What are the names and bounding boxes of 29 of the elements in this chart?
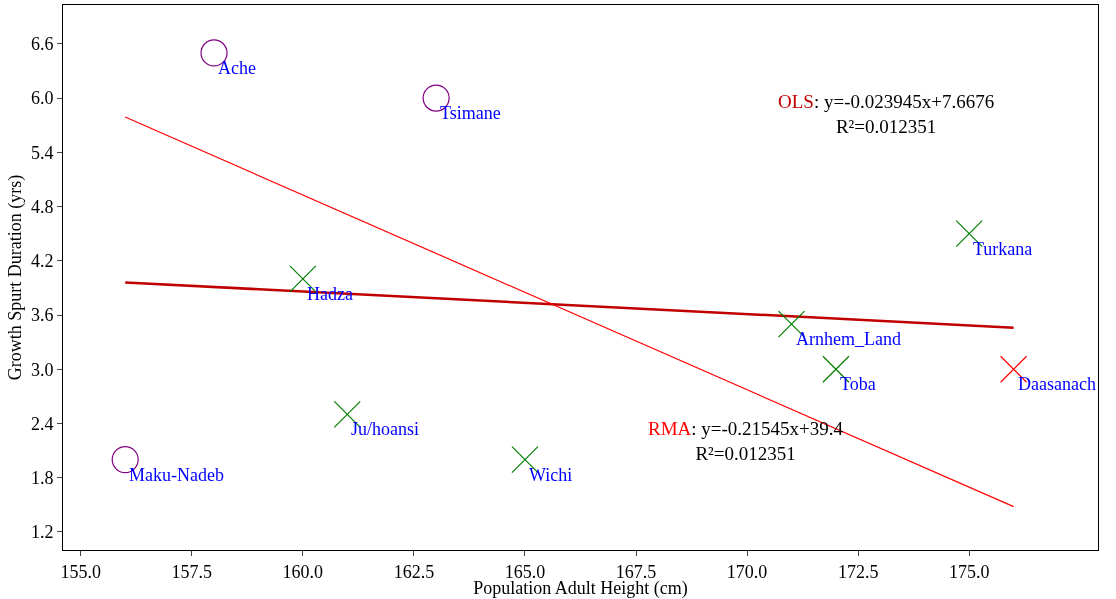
annotation: Wichi	[529, 465, 573, 485]
annotation: Tsimane	[440, 103, 501, 123]
y-tick-label: 4.8	[30, 196, 54, 217]
x-tick-label: 160.0	[282, 561, 324, 582]
annotation: Turkana	[973, 239, 1033, 259]
y-tick-label: 3.0	[30, 359, 54, 380]
x-tick-label: 155.0	[60, 561, 102, 582]
y-axis-title: Growth Spurt Duration (yrs)	[5, 174, 27, 381]
text: OLS	[778, 91, 814, 112]
y-tick-label: 6.6	[30, 34, 54, 55]
x-tick-label: 172.5	[837, 561, 879, 582]
annotation: Ache	[218, 58, 256, 78]
annotation: Arnhem_Land	[796, 329, 901, 349]
x-tick-label: 162.5	[393, 561, 435, 582]
text: RMA	[648, 418, 692, 439]
annotation: Daasanach	[1018, 374, 1096, 394]
annotation: Maku-Nadeb	[129, 465, 224, 485]
y-tick-label: 4.2	[30, 251, 54, 272]
y-tick-label: 5.4	[30, 142, 54, 163]
y-tick-label: 6.0	[30, 88, 54, 109]
y-tick-label: 1.2	[30, 522, 54, 543]
y-tick-label: 1.8	[30, 467, 54, 488]
annotation: Ju/hoansi	[351, 419, 420, 439]
annotation: Toba	[840, 374, 876, 394]
x-tick-label: 157.5	[171, 561, 213, 582]
x-tick-label: 170.0	[726, 561, 768, 582]
y-tick-label: 3.6	[30, 305, 54, 326]
y-tick-label: 2.4	[30, 413, 54, 434]
x-tick-label: 175.0	[948, 561, 990, 582]
